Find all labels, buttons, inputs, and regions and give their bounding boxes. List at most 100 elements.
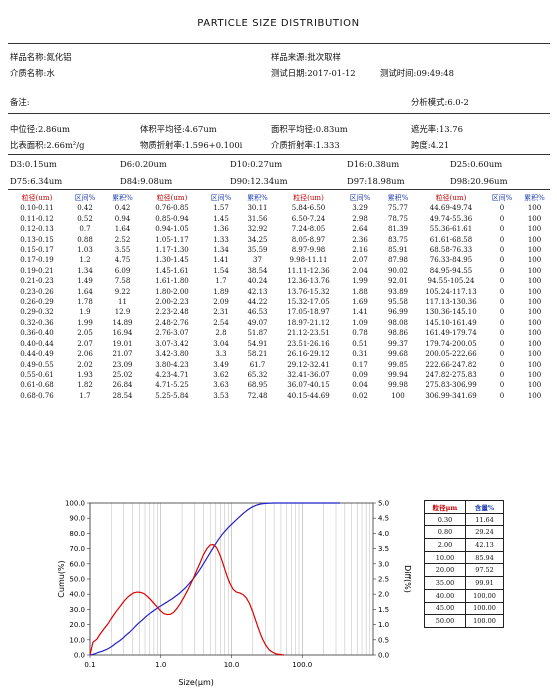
specific-surface-area: 比表面积:2.66m²/g [10,140,85,150]
legend-row: 50.00 100.00 [424,614,504,628]
table-cell: 0 [499,214,505,223]
table-cell: 0 [499,225,505,234]
table-row: 0.36-0.40 2.05 16.94 2.76-3.07 2.8 51.87 21.12… [8,328,550,338]
table-cell: 12.36-13.76 [287,277,330,286]
table-cell: 40.24 [247,277,268,286]
table-cell: 1.7 [215,277,227,286]
table-cell: 95.58 [387,298,409,307]
table-cell: 2.98 [352,214,368,223]
table-cell: 98.86 [387,329,409,338]
table-cell: 0 [499,350,505,359]
table-cell: 35.59 [247,246,268,255]
x-tick-label: 0.1 [84,661,95,669]
table-cell: 46.53 [247,308,268,317]
medium-refractive-index: 介质折射率:1.333 [271,140,340,150]
y-tick-label: 50.0 [69,576,85,584]
table-cell: 23.09 [112,360,133,369]
table-cell: 26.84 [112,381,133,390]
table-cell: 0 [499,391,505,400]
sample-name: 样品名称:氮化铝 [10,52,72,62]
table-cell: 9.22 [114,287,131,296]
table-cell: 1.89 [213,287,229,296]
table-cell: 72.48 [247,391,268,400]
table-cell: 1.9 [79,308,91,317]
table-cell: 23.51-26.16 [287,339,330,348]
table-cell: 3.53 [213,391,229,400]
table-cell: 13.76-15.32 [287,287,330,296]
y-tick-label: 10.0 [69,636,85,644]
table-cell: 92.01 [387,277,409,286]
table-cell: 100 [527,204,542,213]
table-cell: 2.07 [77,339,93,348]
table-cell: 96.99 [387,308,409,317]
d6-value: D6:0.20um [120,159,167,169]
table-cell: 100 [391,391,405,400]
table-cell: 76.33-84.95 [429,256,473,265]
legend-cell: 40.00 [424,588,466,603]
y-tick-label: 30.0 [69,606,85,614]
table-cell: 98.08 [387,318,409,327]
legend-cell: 85.94 [465,550,504,565]
table-cell: 2.09 [213,298,229,307]
table-cell: 2.06 [77,350,93,359]
legend-row: 0.30 11.64 [424,512,504,527]
table-cell: 2.52 [114,235,131,244]
header-interval: 区间% [74,194,96,202]
legend-cell: 50.00 [424,614,466,628]
legend-row: 0.80 29.24 [424,525,504,540]
table-cell: 0 [499,381,505,390]
table-cell: 1.34 [77,266,93,275]
table-cell: 6.09 [114,266,131,275]
table-cell: 0.12-0.13 [20,225,54,234]
table-cell: 100 [527,214,542,223]
table-cell: 1.99 [77,318,93,327]
table-cell: 100 [527,298,542,307]
legend-cell: 11.64 [465,512,504,527]
y-tick-label: 90.0 [69,515,85,523]
table-cell: 100 [527,277,542,286]
table-cell: 0 [499,298,505,307]
table-cell: 1.30-1.45 [155,256,189,265]
table-row: 0.49-0.55 2.02 23.09 3.80-4.23 3.49 61.7 29.12… [8,360,550,370]
table-cell: 100 [527,370,542,379]
y-right-tick-label: 2.0 [378,591,389,599]
table-cell: 32.92 [247,225,268,234]
table-row: 0.26-0.29 1.78 11 2.00-2.23 2.09 44.22 15.32-1… [8,297,550,307]
y-tick-label: 80.0 [69,530,85,538]
table-cell: 1.09 [352,318,368,327]
d3-value: D3:0.15um [10,159,57,169]
table-cell: 1.45 [213,214,229,223]
table-cell: 99.85 [387,360,409,369]
table-cell: 28.54 [112,391,133,400]
table-cell: 0.36-0.40 [20,329,54,338]
table-cell: 0.42 [114,204,131,213]
y-axis-label: Cumu(%) [57,560,66,597]
table-cell: 0.31 [352,350,368,359]
table-cell: 0 [499,370,505,379]
legend-row: 10.00 85.94 [424,550,504,565]
y-right-tick-label: 2.5 [378,576,389,584]
table-cell: 0.10-0.11 [20,204,54,213]
table-cell: 0.88 [77,235,93,244]
legend-row: 2.00 42.13 [424,538,504,552]
table-cell: 100 [527,256,542,265]
header-interval: 区间% [210,194,232,202]
table-cell: 55.36-61.61 [429,225,473,234]
legend-cell: 99.91 [465,576,504,590]
table-cell: 1.54 [213,266,229,275]
y-right-tick-label: 1.0 [378,621,389,629]
table-cell: 0.19-0.21 [20,266,54,275]
table-cell: 3.49 [213,360,229,369]
legend-cell: 100.00 [465,614,504,628]
table-cell: 1.03 [77,246,93,255]
table-cell: 9.98-11.11 [289,256,328,265]
table-cell: 21.07 [112,350,133,359]
table-cell: 34.25 [247,235,268,244]
legend-header-size: 粒径μm [424,500,466,514]
table-cell: 0.04 [352,381,368,390]
table-cell: 161.49-179.74 [425,329,477,338]
x-tick-label: 1.0 [155,661,166,669]
table-row: 0.19-0.21 1.34 6.09 1.45-1.61 1.54 38.54 11.11… [8,266,550,276]
table-cell: 4.75 [114,256,131,265]
legend-header-row: 粒径μm 含量% [424,500,504,514]
